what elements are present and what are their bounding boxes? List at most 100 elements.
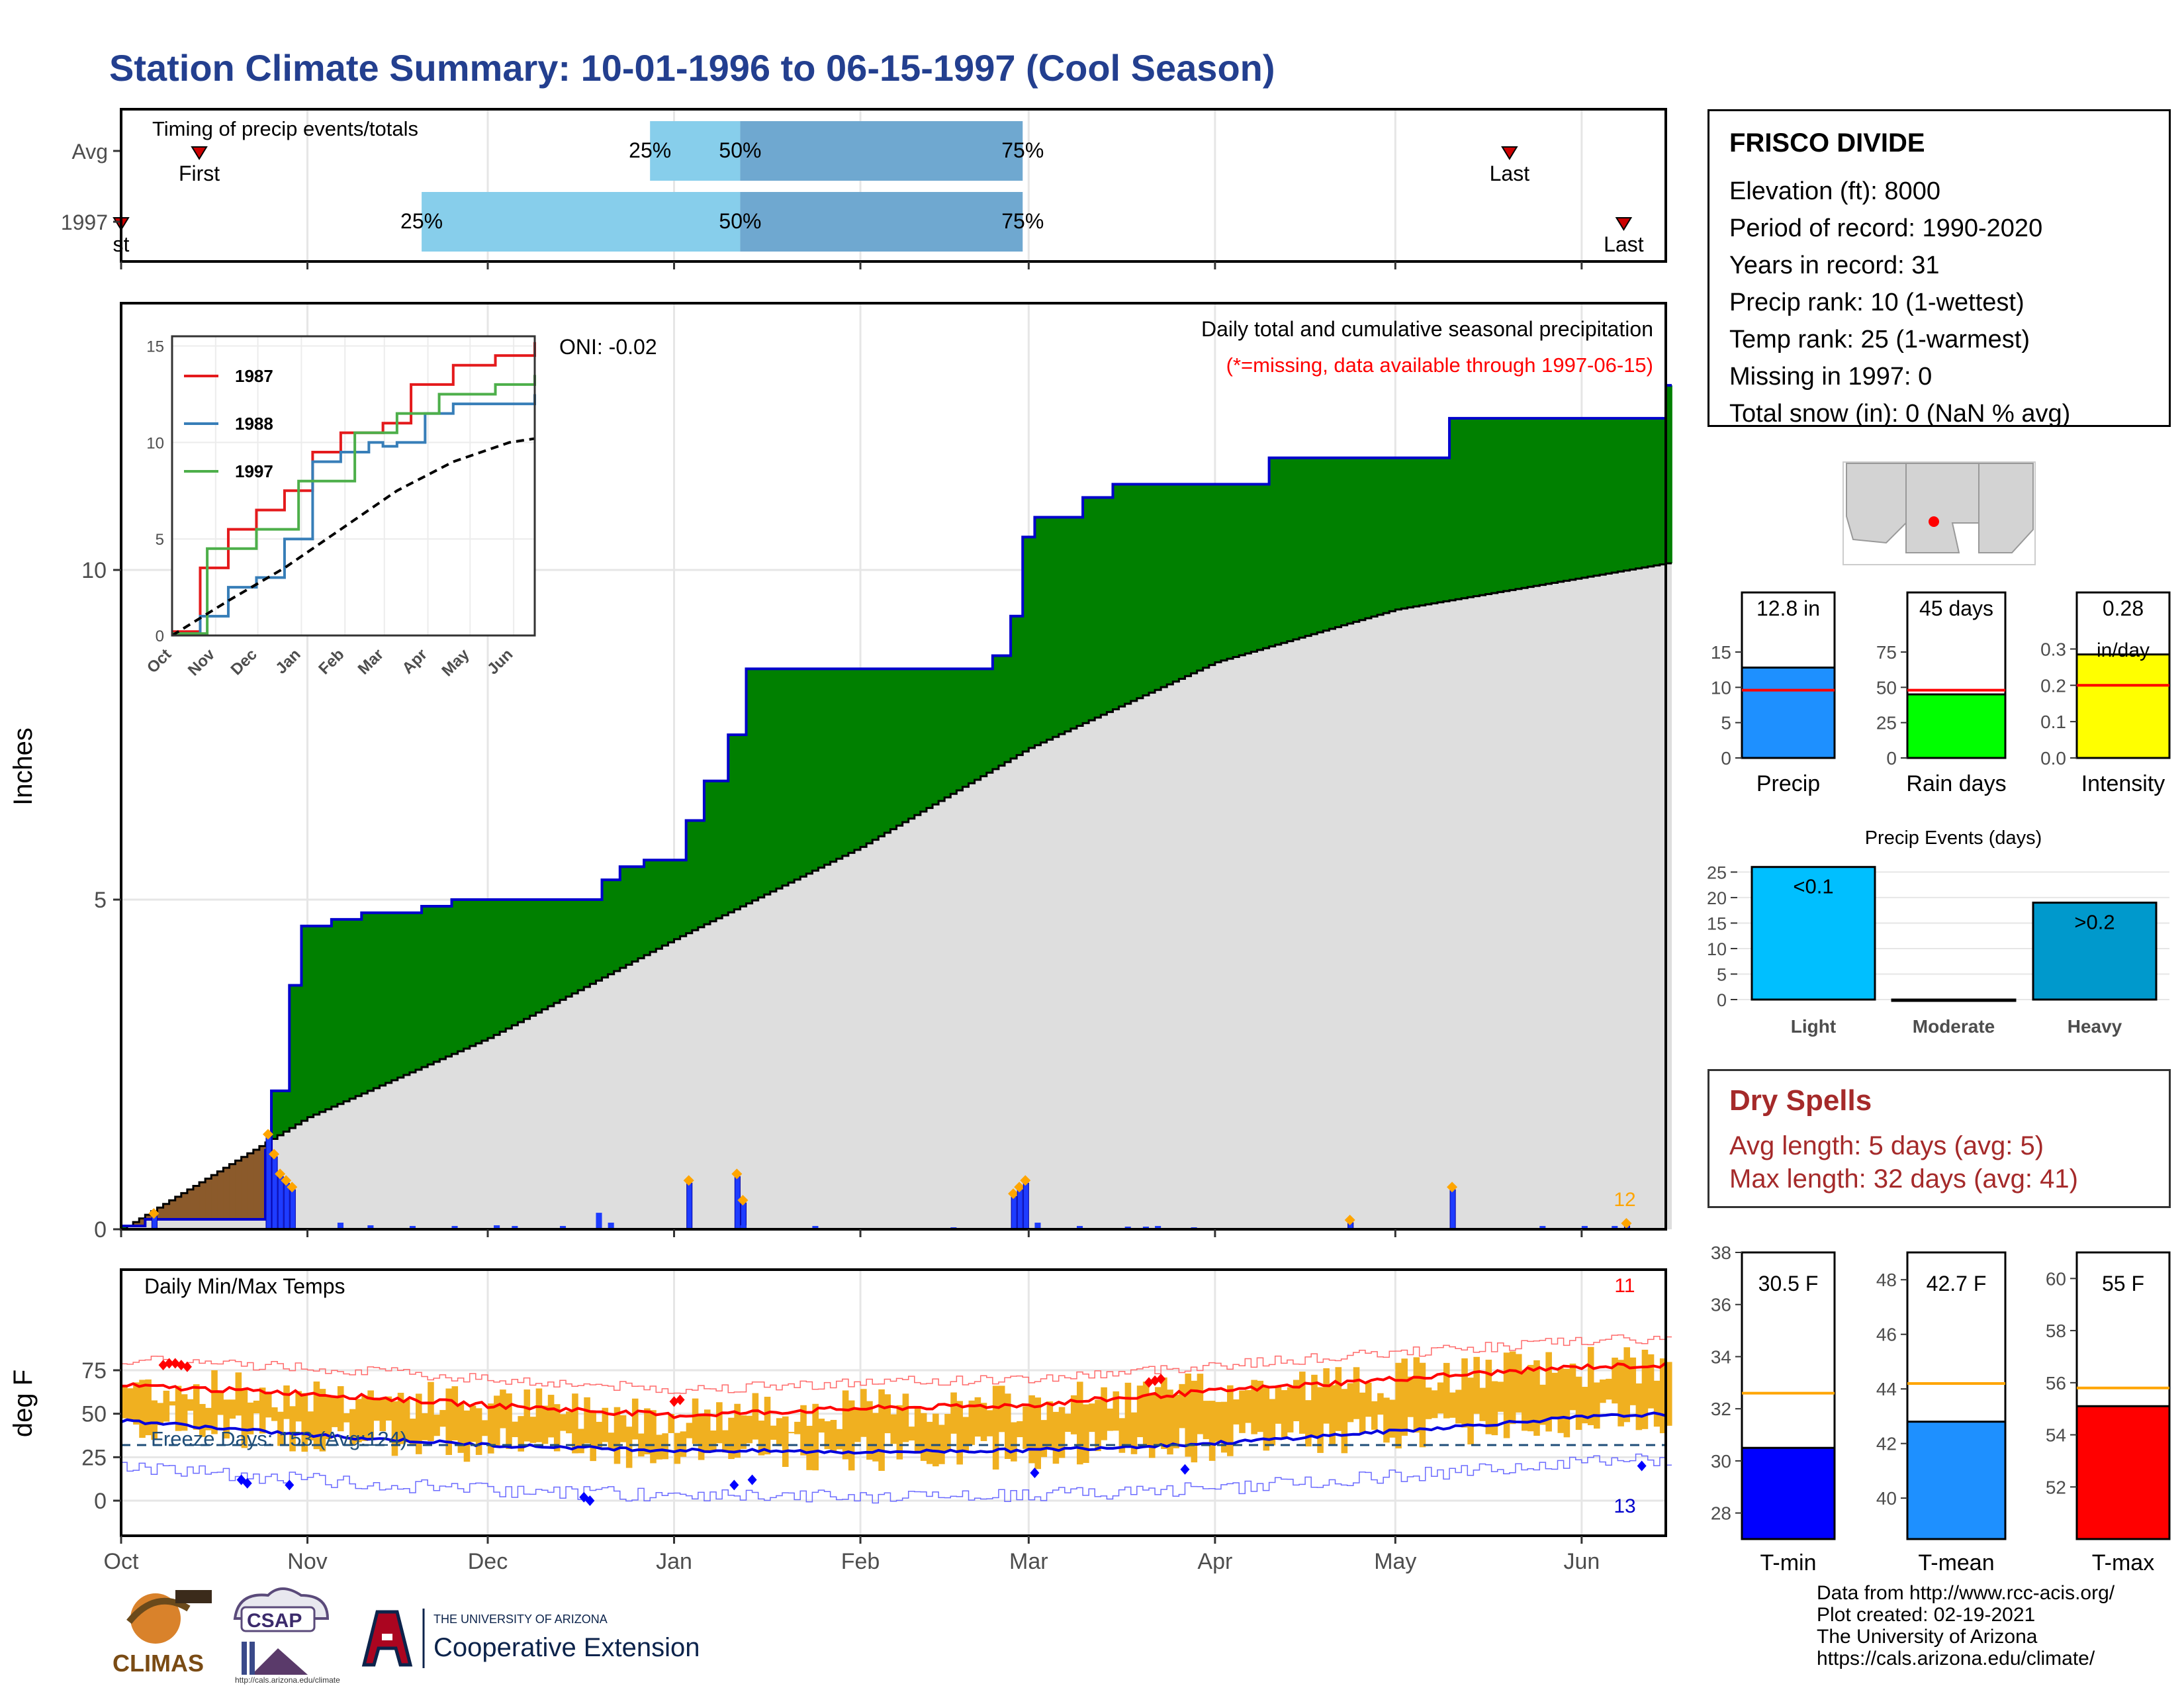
daily-temp-bar (1401, 1358, 1408, 1436)
anomaly-fill (764, 669, 771, 895)
daily-temp-bar (1083, 1404, 1089, 1464)
daily-temp-bar (638, 1433, 645, 1457)
anomaly-fill (1557, 418, 1565, 582)
daily-precip-bar (289, 1189, 296, 1230)
anomaly-fill (463, 900, 471, 1049)
anomaly-fill (572, 900, 579, 994)
anomaly-fill (962, 669, 970, 787)
daily-precip-bar (271, 1156, 278, 1230)
daily-temp-bar (1058, 1407, 1066, 1458)
anomaly-fill (1485, 418, 1492, 594)
anomaly-fill (367, 912, 375, 1091)
anomaly-fill (1629, 418, 1637, 570)
daily-temp-bar (163, 1390, 170, 1422)
anomaly-fill (674, 860, 681, 939)
anomaly-fill (523, 900, 531, 1019)
daily-temp-bar (746, 1415, 753, 1444)
temp-bar-label: T-max (2092, 1550, 2154, 1575)
daily-temp-bar (1034, 1397, 1042, 1470)
daily-temp-bar (1467, 1378, 1474, 1445)
record-low-marker (1030, 1467, 1040, 1478)
dry-spells-avg: Avg length: 5 days (avg: 5) (1729, 1131, 2044, 1160)
anomaly-fill (608, 880, 615, 974)
precip-caption: Daily total and cumulative seasonal prec… (1201, 317, 1653, 341)
mini-bar-y-tick: 10 (1711, 677, 1731, 698)
anomaly-fill (422, 906, 428, 1067)
anomaly-fill (1461, 418, 1469, 598)
daily-temp-bar (1323, 1368, 1330, 1424)
record-low-marker (285, 1479, 295, 1491)
credit-line: Plot created: 02-19-2021 (1817, 1604, 2036, 1626)
anomaly-fill (1293, 457, 1300, 639)
last-marker (1615, 217, 1633, 231)
daily-temp-bar (355, 1399, 362, 1442)
anomaly-fill (349, 919, 356, 1099)
csap-url: http://cals.arizona.edu/climate (235, 1675, 340, 1685)
anomaly-fill (890, 669, 897, 829)
daily-temp-bar (337, 1386, 344, 1432)
daily-temp-bar (950, 1392, 957, 1434)
anomaly-fill (301, 925, 308, 1121)
info-line: Temp rank: 25 (1-warmest) (1729, 326, 2030, 353)
anomaly-fill (1083, 497, 1089, 724)
anomaly-fill (500, 900, 507, 1032)
daily-temp-bar (391, 1401, 398, 1456)
timing-bar-q2 (740, 192, 1023, 252)
anomaly-fill (506, 900, 513, 1029)
anomaly-fill (1545, 418, 1553, 585)
anomaly-fill (1353, 457, 1360, 622)
daily-temp-bar (854, 1408, 861, 1442)
daily-temp-bar (1509, 1351, 1516, 1425)
daily-temp-bar (1515, 1354, 1522, 1413)
daily-temp-bar (770, 1425, 777, 1440)
anomaly-fill (1155, 484, 1161, 690)
legend-label: 1988 (235, 414, 273, 434)
events-y-tick: 20 (1707, 888, 1727, 908)
anomaly-fill (379, 912, 387, 1086)
daily-temp-bar (1148, 1393, 1156, 1458)
anomaly-fill (1064, 517, 1071, 731)
daily-temp-bar (121, 1386, 128, 1419)
info-line: Years in record: 31 (1729, 252, 1940, 279)
heavy-marker (1020, 1175, 1031, 1186)
record-low-marker (585, 1495, 595, 1506)
record-high-marker (675, 1394, 685, 1405)
daily-temp-bar (518, 1416, 524, 1452)
anomaly-fill (343, 919, 350, 1102)
daily-temp-bar (1005, 1393, 1011, 1459)
anomaly-fill (157, 1207, 164, 1220)
anomaly-fill (1527, 418, 1535, 587)
daily-temp-bar (1647, 1354, 1655, 1409)
anomaly-fill (1569, 418, 1576, 580)
last-marker (1501, 146, 1518, 160)
daily-temp-bar (668, 1414, 675, 1433)
anomaly-fill (1522, 418, 1528, 588)
anomaly-fill (1317, 457, 1324, 633)
mini-bar-y-tick: 15 (1711, 642, 1731, 663)
daily-temp-bar (1666, 1362, 1672, 1426)
daily-temp-bar (1040, 1420, 1048, 1458)
anomaly-fill (205, 1178, 212, 1220)
anomaly-fill (277, 1090, 285, 1135)
daily-precip-bar (409, 1226, 416, 1229)
anomaly-fill (1449, 418, 1456, 600)
daily-temp-bar (1455, 1389, 1462, 1424)
anomaly-fill (1515, 418, 1522, 589)
anomaly-fill (836, 669, 843, 859)
anomaly-fill (650, 860, 657, 953)
anomaly-fill (740, 735, 747, 907)
daily-temp-bar (1341, 1389, 1348, 1454)
anomaly-fill (559, 900, 567, 1000)
anomaly-fill (974, 669, 981, 780)
anomaly-fill (199, 1182, 206, 1220)
anomaly-fill (1641, 418, 1649, 568)
daily-temp-bar (866, 1401, 873, 1460)
anomaly-fill (1263, 484, 1270, 649)
y-tick-label: 10 (81, 558, 107, 583)
anomaly-fill (1594, 418, 1600, 576)
anomaly-fill (1335, 457, 1342, 628)
mini-bar-value (2075, 653, 2171, 759)
anomaly-fill (445, 906, 453, 1057)
temp-bar-y-tick: 52 (2046, 1477, 2066, 1497)
